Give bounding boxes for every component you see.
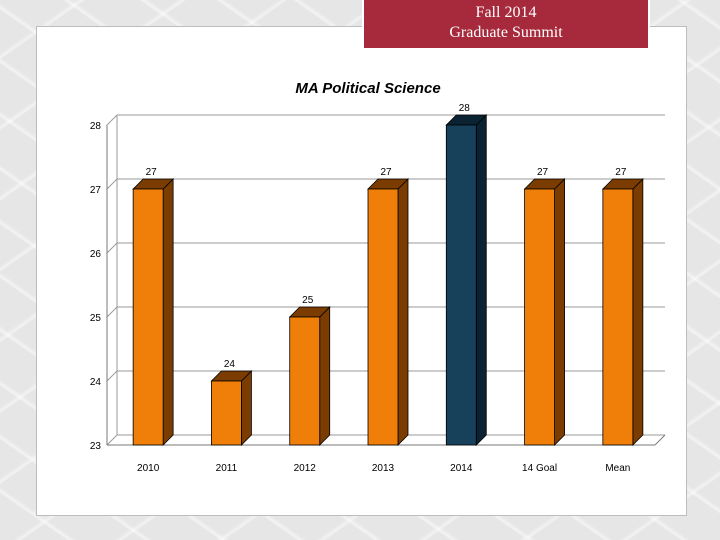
x-tick-label: 2014 bbox=[450, 463, 473, 474]
data-label: 24 bbox=[224, 359, 236, 370]
y-tick-label: 23 bbox=[90, 441, 102, 452]
bar-front bbox=[524, 188, 555, 446]
bars-layer bbox=[132, 114, 644, 446]
data-label: 28 bbox=[459, 103, 471, 114]
y-tick-label: 25 bbox=[90, 313, 102, 324]
bar-side bbox=[554, 178, 565, 446]
bar-front bbox=[367, 188, 399, 446]
bar-side bbox=[241, 370, 252, 446]
gridline-depth-25 bbox=[106, 306, 118, 318]
bar-14-goal bbox=[523, 178, 566, 446]
y-tick-label: 28 bbox=[90, 121, 102, 132]
gridline-depth-28 bbox=[106, 114, 118, 126]
x-tick-label: 2011 bbox=[216, 463, 238, 474]
bar-front bbox=[132, 188, 164, 446]
gridline-depth-23 bbox=[106, 434, 118, 446]
data-label: 27 bbox=[537, 167, 549, 178]
bar-2012 bbox=[288, 306, 331, 446]
x-axis-depth-line bbox=[654, 434, 666, 446]
x-tick-label: 2012 bbox=[294, 463, 317, 474]
bar-side bbox=[162, 178, 174, 446]
x-tick-label: 14 Goal bbox=[522, 463, 557, 474]
data-label: 27 bbox=[380, 167, 392, 178]
data-label: 25 bbox=[302, 295, 314, 306]
bar-front bbox=[211, 380, 242, 446]
bar-2013 bbox=[367, 178, 409, 446]
chart-title: MA Political Science bbox=[295, 80, 440, 97]
x-tick-label: 2013 bbox=[372, 463, 395, 474]
labels-layer: 27 2010 24 2011 25 2012 27 2013 28 2014 27 14 Goal 2… bbox=[137, 103, 630, 474]
gridline-depth-27 bbox=[106, 178, 118, 190]
x-tick-label: 2010 bbox=[137, 463, 160, 474]
bar-side bbox=[632, 178, 644, 446]
data-label: 27 bbox=[615, 167, 627, 178]
x-tick-label: Mean bbox=[605, 463, 630, 474]
bar-side bbox=[319, 306, 331, 446]
banner-line-2: Graduate Summit bbox=[449, 24, 563, 41]
bar-2011 bbox=[210, 370, 253, 446]
y-tick-label: 27 bbox=[90, 185, 102, 196]
bar-side bbox=[475, 114, 487, 446]
bar-front bbox=[602, 188, 634, 446]
bar-front bbox=[445, 124, 477, 446]
title-banner: Fall 2014 Graduate Summit bbox=[362, 0, 650, 50]
bar-side bbox=[397, 178, 409, 446]
y-tick-label: 24 bbox=[90, 377, 102, 388]
bar-mean bbox=[601, 178, 644, 446]
data-label: 27 bbox=[146, 167, 158, 178]
bar-front bbox=[289, 316, 321, 446]
gridline-depth-24 bbox=[106, 370, 118, 382]
banner-line-1: Fall 2014 bbox=[475, 4, 537, 21]
gridline-depth-26 bbox=[106, 242, 118, 254]
y-tick-label: 26 bbox=[90, 249, 102, 260]
bar-2010 bbox=[132, 178, 175, 446]
bar-2014 bbox=[445, 114, 488, 446]
